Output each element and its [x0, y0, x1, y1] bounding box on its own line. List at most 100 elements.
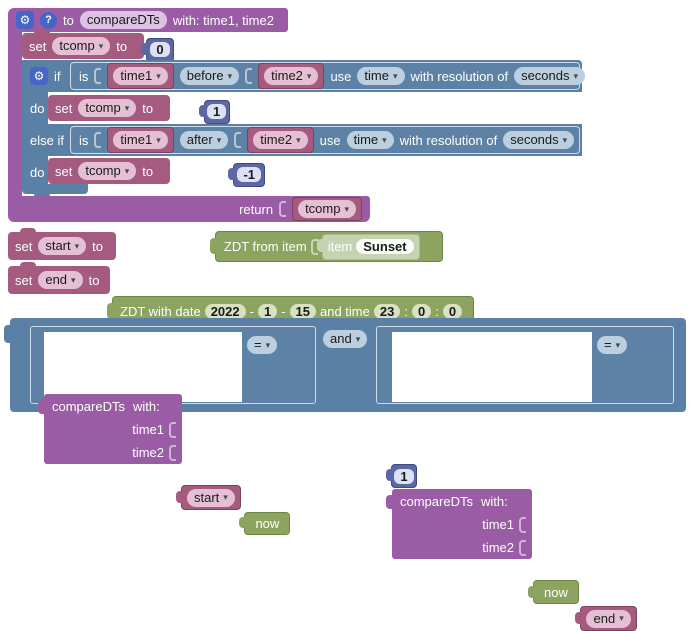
number-field[interactable]: 1	[207, 104, 227, 119]
time2-var-block[interactable]: time2 ▾	[247, 127, 314, 153]
dropdown-arrow-icon: ▾	[296, 134, 301, 145]
dropdown-arrow-icon: ▾	[124, 165, 130, 176]
dropdown-arrow-icon: ▾	[562, 134, 568, 145]
to-label: to	[92, 238, 104, 254]
source-dropdown[interactable]: time ▾	[357, 66, 405, 86]
resolution-label: with resolution of	[399, 132, 498, 148]
tcomp-var-dropdown[interactable]: tcomp ▾	[52, 36, 111, 56]
datetime-compare-block-2[interactable]: is time1 ▾ after ▾ time2 ▾ use time ▾ with r…	[70, 126, 580, 154]
dropdown-arrow-icon: ▾	[615, 339, 621, 350]
proc-name-field[interactable]: compareDTs	[79, 10, 167, 30]
time2-param-label: time2	[482, 540, 514, 556]
day-field[interactable]: 15	[289, 304, 316, 319]
now-block[interactable]: now	[239, 511, 291, 535]
mutator-gear-icon[interactable]: ⚙	[16, 11, 34, 29]
op-text: =	[254, 337, 262, 352]
and-operator-dropdown[interactable]: and ▾	[323, 330, 368, 349]
time1-var-block[interactable]: time1 ▾	[107, 127, 174, 153]
connector-tab	[316, 239, 324, 253]
source-dropdown[interactable]: time ▾	[346, 130, 394, 150]
time-separator: :	[404, 304, 408, 319]
now-block[interactable]: now	[528, 580, 579, 605]
set-tcomp-block[interactable]: set tcomp ▾ to	[48, 158, 170, 184]
procedure-left-spine	[8, 31, 22, 196]
set-start-block[interactable]: set start ▾ to	[8, 228, 116, 260]
math-number-block[interactable]: 0	[141, 37, 174, 62]
end-var-block[interactable]: end ▾	[575, 606, 637, 631]
number-field[interactable]: -1	[237, 167, 262, 182]
elseif-label: else if	[30, 132, 64, 148]
compare-op-dropdown[interactable]: after ▾	[179, 130, 229, 150]
time2-dropdown[interactable]: time2 ▾	[253, 130, 308, 150]
procedure-return-bar[interactable]: return tcomp ▾	[8, 196, 370, 222]
resolution-dropdown[interactable]: seconds ▾	[503, 130, 575, 150]
and-time-label: and time	[320, 304, 370, 319]
source-text: time	[364, 67, 389, 83]
tcomp-var-dropdown[interactable]: tcomp ▾	[78, 161, 137, 181]
set-tcomp-block[interactable]: set tcomp ▾ to	[22, 29, 144, 59]
if-foot	[22, 184, 88, 198]
equals-op-dropdown[interactable]: = ▾	[597, 336, 628, 355]
connector-tab	[239, 516, 247, 529]
value-socket	[279, 201, 287, 217]
resolution-dropdown[interactable]: seconds ▾	[514, 66, 586, 86]
use-label: use	[330, 68, 352, 84]
month-field[interactable]: 1	[257, 304, 278, 319]
set-tcomp-block[interactable]: set tcomp ▾ to	[48, 95, 170, 121]
if-mutator-gear-icon[interactable]: ⚙	[30, 67, 48, 85]
end-var-dropdown[interactable]: end ▾	[38, 270, 83, 290]
compareDTs-call-block-1[interactable]: compareDTs with: time1 time2	[38, 394, 182, 464]
value-socket	[94, 68, 102, 84]
minute-field[interactable]: 0	[411, 304, 432, 319]
set-end-block[interactable]: set end ▾ to	[8, 262, 110, 294]
math-number-block[interactable]: -1	[228, 162, 266, 187]
dropdown-arrow-icon: ▾	[344, 203, 349, 214]
time-separator: :	[435, 304, 439, 319]
op-text: =	[604, 337, 612, 352]
var-text: tcomp	[305, 200, 341, 216]
hour-field[interactable]: 23	[373, 304, 401, 319]
procedure-def-header[interactable]: ⚙ ? to compareDTs with: time1, time2	[8, 8, 288, 32]
start-dropdown[interactable]: start ▾	[187, 488, 235, 507]
compare-op-dropdown[interactable]: before ▾	[179, 66, 240, 86]
connector-notch	[34, 29, 50, 34]
dropdown-arrow-icon: ▾	[71, 274, 76, 285]
var-text: end	[45, 271, 68, 287]
help-icon[interactable]: ?	[40, 11, 57, 29]
year-field[interactable]: 2022	[204, 304, 246, 319]
start-var-block[interactable]: start ▾	[176, 485, 241, 511]
value-socket	[310, 238, 318, 255]
number-field[interactable]: 1	[394, 468, 414, 484]
time1-dropdown[interactable]: time1 ▾	[113, 130, 168, 150]
time1-dropdown[interactable]: time1 ▾	[113, 66, 168, 86]
input-hole	[392, 332, 592, 402]
end-dropdown[interactable]: end ▾	[586, 609, 631, 628]
equals-op-dropdown[interactable]: = ▾	[247, 336, 278, 355]
connector-tab	[107, 302, 114, 319]
item-name-field[interactable]: Sunset	[356, 239, 414, 254]
zdt-from-item-block[interactable]: ZDT from item item Sunset	[209, 231, 443, 262]
res-text: seconds	[521, 67, 570, 83]
tcomp-var-dropdown[interactable]: tcomp ▾	[78, 98, 137, 118]
math-number-block[interactable]: 1	[198, 99, 230, 124]
dropdown-arrow-icon: ▾	[265, 339, 271, 350]
connector-notch	[34, 193, 50, 198]
item-block[interactable]: item Sunset	[316, 233, 420, 260]
connector-tab	[209, 237, 217, 254]
datetime-compare-block-1[interactable]: is time1 ▾ before ▾ time2 ▾ use time ▾ with …	[70, 62, 586, 90]
time2-dropdown[interactable]: time2 ▾	[264, 66, 319, 86]
second-field[interactable]: 0	[442, 304, 463, 319]
time1-var-block[interactable]: time1 ▾	[107, 63, 174, 89]
tcomp-var-block[interactable]: tcomp ▾	[292, 197, 362, 221]
start-var-dropdown[interactable]: start ▾	[38, 236, 87, 256]
number-field[interactable]: 0	[150, 42, 170, 57]
tcomp-dropdown[interactable]: tcomp ▾	[298, 199, 356, 219]
math-number-block[interactable]: 1	[385, 464, 417, 488]
dropdown-arrow-icon: ▾	[216, 134, 222, 145]
connector-tab	[575, 611, 583, 625]
connector-notch	[20, 228, 36, 233]
time2-var-block[interactable]: time2 ▾	[258, 63, 325, 89]
connector-tab	[228, 167, 236, 180]
var-text: time2	[260, 131, 293, 147]
compareDTs-call-block-2[interactable]: compareDTs with: time1 time2	[386, 489, 532, 560]
